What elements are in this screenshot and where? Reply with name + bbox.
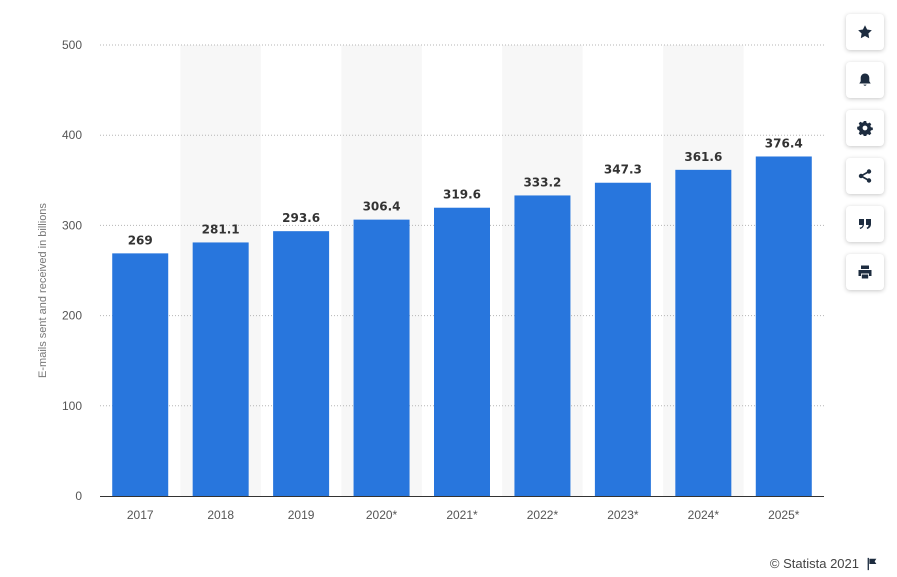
settings-button[interactable] — [846, 110, 884, 146]
y-axis-ticks: 0 100 200 300 400 500 — [62, 38, 82, 503]
y-tick-label: 0 — [75, 489, 82, 503]
data-label: 333.2 — [523, 175, 561, 189]
print-icon — [858, 265, 872, 279]
bar[interactable] — [755, 156, 812, 497]
x-tick-label: 2021* — [446, 508, 478, 522]
bars — [112, 156, 812, 497]
value-labels: 269 281.1 293.6 306.4 319.6 333.2 347.3 361.6 37… — [128, 136, 803, 247]
gear-icon — [857, 121, 873, 136]
data-label: 293.6 — [282, 211, 320, 225]
y-tick-label: 100 — [62, 399, 82, 413]
bar[interactable] — [594, 182, 651, 496]
data-label: 347.3 — [604, 163, 642, 177]
flag-icon — [867, 557, 877, 570]
data-label: 269 — [128, 233, 153, 247]
chart-toolbar — [846, 14, 886, 302]
x-tick-label: 2023* — [607, 508, 639, 522]
bar[interactable] — [273, 231, 330, 497]
bar[interactable] — [514, 195, 571, 496]
x-axis-ticks: 2017 2018 2019 2020* 2021* 2022* 2023* 2024* 202… — [127, 508, 800, 522]
data-label: 281.1 — [202, 222, 240, 236]
quote-icon — [859, 219, 871, 229]
x-tick-label: 2024* — [688, 508, 720, 522]
y-tick-label: 400 — [62, 128, 82, 142]
y-axis-title: E-mails sent and received in billions — [37, 203, 49, 378]
bar[interactable] — [353, 219, 410, 496]
x-tick-label: 2025* — [768, 508, 800, 522]
share-icon — [858, 169, 872, 183]
x-tick-label: 2017 — [127, 508, 154, 522]
statista-credit[interactable]: © Statista 2021 — [770, 556, 879, 571]
cite-button[interactable] — [846, 206, 884, 242]
bar[interactable] — [675, 169, 732, 497]
notification-button[interactable] — [846, 62, 884, 98]
data-label: 376.4 — [765, 136, 803, 150]
print-button[interactable] — [846, 254, 884, 290]
favorite-button[interactable] — [846, 14, 884, 50]
star-icon — [858, 25, 872, 39]
x-tick-label: 2022* — [527, 508, 559, 522]
data-label: 361.6 — [684, 150, 722, 164]
y-tick-label: 500 — [62, 38, 82, 52]
share-button[interactable] — [846, 158, 884, 194]
bell-icon — [859, 73, 871, 86]
data-label: 306.4 — [363, 200, 401, 214]
credit-text: © Statista 2021 — [769, 556, 859, 571]
x-tick-label: 2018 — [207, 508, 234, 522]
bar[interactable] — [192, 242, 249, 496]
x-tick-label: 2020* — [366, 508, 398, 522]
bar[interactable] — [112, 253, 169, 496]
y-tick-label: 200 — [62, 309, 82, 323]
y-tick-label: 300 — [62, 218, 82, 232]
bar[interactable] — [434, 207, 490, 496]
data-label: 319.6 — [443, 188, 481, 202]
x-tick-label: 2019 — [288, 508, 315, 522]
